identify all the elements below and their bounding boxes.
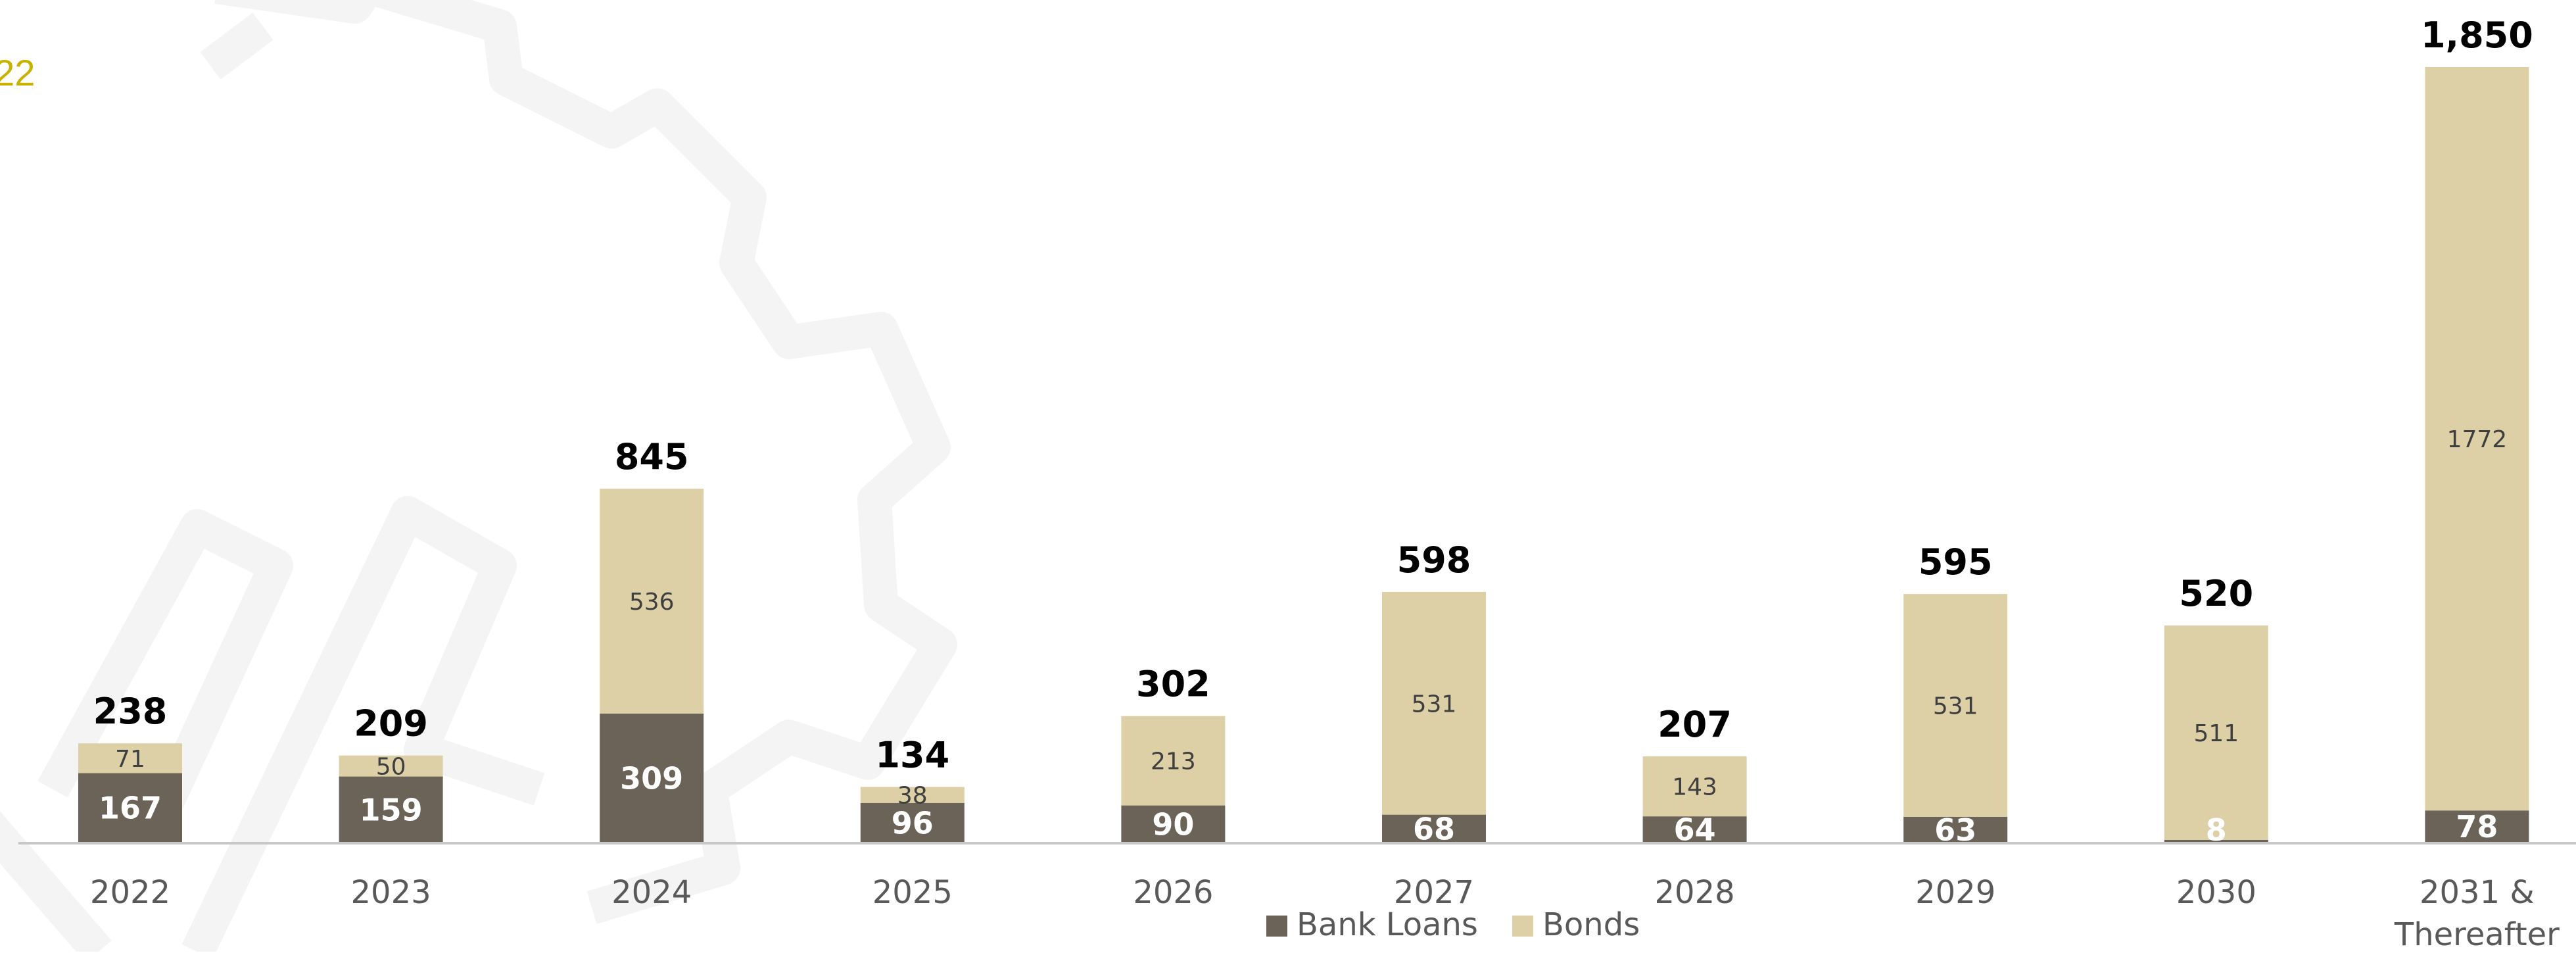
x-tick-label-2026: 2026 xyxy=(1133,874,1213,911)
data-label-bonds-2029: 531 xyxy=(1933,693,1978,720)
x-tick-label-2027: 2027 xyxy=(1394,874,1474,911)
bar-bonds-2028 xyxy=(1642,756,1747,817)
data-label-bank-loans-2022: 167 xyxy=(99,791,162,826)
data-label-bank-loans-2025: 96 xyxy=(892,805,934,841)
data-label-bank-loans-2024: 309 xyxy=(620,760,683,796)
legend: Bank Loans Bonds xyxy=(1266,906,1640,943)
data-label-bonds-2031-thereafter: 1772 xyxy=(2447,426,2508,453)
bar-bank-loans-2028 xyxy=(1642,816,1747,843)
bar-bank-loans-2027 xyxy=(1382,814,1486,843)
bar-bank-loans-2031-thereafter xyxy=(2425,810,2529,843)
bar-bonds-2031-thereafter xyxy=(2425,67,2529,811)
data-label-total-2031-thereafter: 1,850 xyxy=(2421,14,2533,56)
data-label-bonds-2025: 38 xyxy=(897,783,928,810)
legend-swatch-bonds xyxy=(1512,916,1533,937)
bar-bonds-2030 xyxy=(2164,625,2268,840)
x-tick-label-2030: 2030 xyxy=(2176,874,2256,911)
legend-label-bank-loans: Bank Loans xyxy=(1297,906,1478,943)
data-label-bank-loans-2023: 159 xyxy=(360,792,423,827)
legend-swatch-bank-loans xyxy=(1266,916,1287,937)
bar-bonds-2024 xyxy=(600,489,704,714)
x-axis-ticks: 2022 2023 2024 2025 2026 2027 2028 2029 2030 2031… xyxy=(90,874,2560,953)
data-label-total-2024: 845 xyxy=(615,436,689,478)
corner-label: 022 xyxy=(0,52,36,93)
x-tick-label-2024: 2024 xyxy=(611,874,692,911)
bar-bank-loans-2029 xyxy=(1903,816,2008,843)
data-label-total-2027: 598 xyxy=(1397,539,1471,581)
legend-label-bonds: Bonds xyxy=(1542,906,1640,943)
data-label-bank-loans-2027: 68 xyxy=(1413,811,1455,846)
bar-bonds-2027 xyxy=(1382,591,1486,815)
x-tick-label-2025: 2025 xyxy=(872,874,953,911)
data-label-bank-loans-2029: 63 xyxy=(1934,812,1976,848)
bar-bank-loans-2023 xyxy=(339,776,443,843)
data-label-bank-loans-2028: 64 xyxy=(1674,812,1716,848)
bar-bonds-2026 xyxy=(1121,716,1226,806)
data-label-total-2026: 302 xyxy=(1136,664,1210,705)
data-label-total-2029: 595 xyxy=(1919,541,1993,583)
data-label-total-2023: 209 xyxy=(354,703,428,745)
bar-bonds-2023 xyxy=(339,755,443,777)
data-label-bonds-2030: 511 xyxy=(2193,720,2239,747)
bar-bonds-2025 xyxy=(860,787,965,803)
bars-layer xyxy=(78,67,2529,843)
x-tick-label-2023: 2023 xyxy=(351,874,431,911)
bar-bank-loans-2026 xyxy=(1121,805,1226,843)
data-label-bank-loans-2031-thereafter: 78 xyxy=(2456,809,2498,845)
x-tick-label-2028: 2028 xyxy=(1655,874,1735,911)
x-tick-label-2031-thereafter-line-1: 2031 & xyxy=(2420,874,2535,911)
data-label-total-2028: 207 xyxy=(1658,704,1732,745)
data-label-bonds-2027: 531 xyxy=(1412,691,1457,718)
x-tick-label-2022: 2022 xyxy=(90,874,170,911)
background-gear-watermark xyxy=(0,0,957,955)
data-label-bonds-2026: 213 xyxy=(1151,748,1196,775)
bar-bank-loans-2025 xyxy=(860,802,965,843)
data-label-total-2030: 520 xyxy=(2179,573,2253,614)
data-label-bonds-2023: 50 xyxy=(376,754,406,781)
data-label-bonds-2022: 71 xyxy=(115,746,145,773)
bar-bank-loans-2030 xyxy=(2164,839,2268,843)
bar-bonds-2022 xyxy=(78,743,182,773)
data-label-total-2022: 238 xyxy=(93,691,168,732)
data-label-bonds-2028: 143 xyxy=(1672,774,1717,801)
data-label-bank-loans-2026: 90 xyxy=(1152,806,1194,842)
data-label-bonds-2024: 536 xyxy=(629,589,675,616)
data-label-total-2025: 134 xyxy=(875,735,949,776)
bar-bank-loans-2022 xyxy=(78,773,182,843)
x-tick-label-2029: 2029 xyxy=(1915,874,1995,911)
bar-bank-loans-2024 xyxy=(600,713,704,843)
x-tick-label-2031-thereafter-line-2: Thereafter xyxy=(2394,916,2560,952)
bar-bonds-2029 xyxy=(1903,594,2008,817)
